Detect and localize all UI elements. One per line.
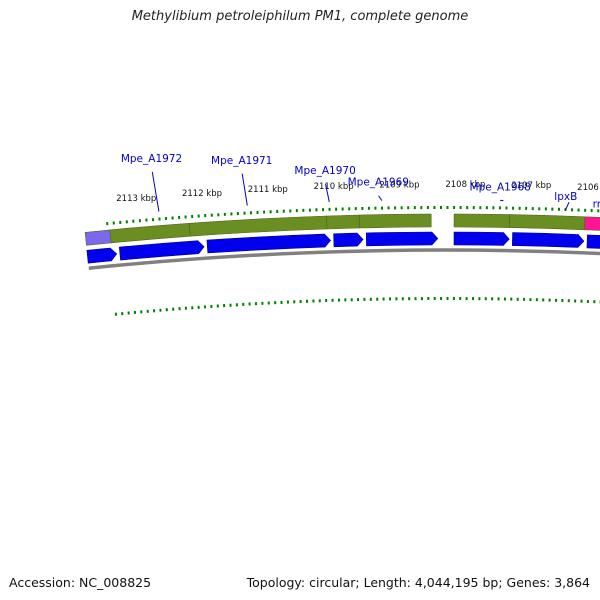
tick-label: 2111 kbp bbox=[248, 185, 288, 195]
rnhB-band bbox=[584, 216, 600, 231]
gene-label: Mpe_A1972 bbox=[121, 153, 182, 165]
accession-text: Accession: NC_008825 bbox=[9, 575, 152, 590]
gene-arrow bbox=[86, 247, 118, 264]
gene-arrow-track bbox=[86, 231, 600, 264]
left-edge-band bbox=[84, 229, 112, 246]
gene-label: Mpe_A1969 bbox=[348, 177, 409, 189]
cds-band bbox=[189, 215, 328, 237]
gene-label-connector bbox=[241, 173, 248, 206]
map-title: Methylibium petroleiphilum PM1, complete… bbox=[131, 9, 469, 24]
gene-label-connector bbox=[325, 183, 330, 203]
outer-tick-ring bbox=[106, 206, 600, 226]
cds-band bbox=[109, 222, 191, 244]
cds-band bbox=[326, 214, 360, 230]
gene-arrow bbox=[206, 233, 332, 254]
backbone-arc bbox=[88, 248, 600, 270]
tick-label: 2110 kbp bbox=[314, 182, 354, 192]
tick-label: 2107 kbp bbox=[511, 181, 551, 191]
tick-label: 2106 kbp bbox=[577, 183, 600, 193]
backbone-line bbox=[88, 248, 600, 270]
tick-label: 2109 kbp bbox=[379, 180, 419, 190]
tick-label: 2112 kbp bbox=[182, 189, 222, 199]
inner-tick-ring bbox=[114, 297, 600, 316]
gene-arrow bbox=[333, 232, 364, 248]
tick-label: 2113 kbp bbox=[116, 194, 156, 204]
gene-arrow bbox=[511, 232, 585, 248]
tick-label-layer: 2113 kbp 2112 kbp 2111 kbp 2110 kbp 2109 kbp… bbox=[116, 180, 600, 204]
feature-band-track bbox=[84, 213, 600, 246]
gene-label: Mpe_A1971 bbox=[211, 155, 272, 167]
cds-band bbox=[358, 213, 432, 229]
cds-band bbox=[509, 214, 586, 231]
gene-arrow bbox=[365, 231, 439, 247]
gene-arrow bbox=[586, 234, 600, 249]
gene-label-connector bbox=[565, 201, 570, 211]
gene-label: rnhB bbox=[593, 199, 600, 211]
gene-label: Mpe_A1968 bbox=[470, 181, 531, 193]
tick-label: 2108 kbp bbox=[445, 180, 485, 190]
cds-band bbox=[453, 213, 511, 228]
gene-label-connector bbox=[151, 171, 160, 212]
gene-label: lpxB bbox=[554, 191, 577, 203]
gene-arrow bbox=[118, 240, 205, 261]
gene-label: Mpe_A1970 bbox=[294, 165, 355, 177]
gene-arrow bbox=[453, 231, 510, 246]
gene-label-connector bbox=[378, 195, 383, 201]
genome-summary: Topology: circular; Length: 4,044,195 bp… bbox=[246, 575, 590, 590]
